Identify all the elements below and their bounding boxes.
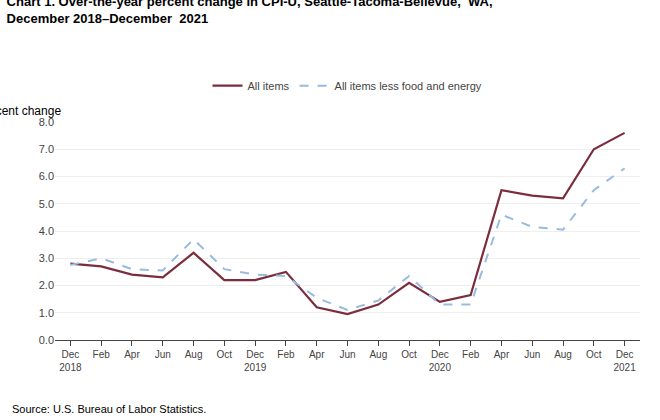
svg-text:6.0: 6.0 xyxy=(39,170,54,182)
svg-text:7.0: 7.0 xyxy=(39,143,54,155)
svg-text:Aug: Aug xyxy=(554,349,572,360)
svg-text:Chart 1. Over-the-year percent: Chart 1. Over-the-year percent change in… xyxy=(7,0,493,26)
svg-text:Percent change: Percent change xyxy=(0,104,61,118)
svg-text:Oct: Oct xyxy=(217,349,233,360)
svg-text:Feb: Feb xyxy=(462,349,480,360)
svg-text:Dec2018: Dec2018 xyxy=(59,349,82,373)
svg-text:8.0: 8.0 xyxy=(39,116,54,128)
svg-text:Jun: Jun xyxy=(155,349,171,360)
svg-text:Oct: Oct xyxy=(401,349,417,360)
svg-text:Jun: Jun xyxy=(524,349,540,360)
svg-text:Oct: Oct xyxy=(586,349,602,360)
svg-text:Dec2019: Dec2019 xyxy=(244,349,267,373)
svg-text:All items less food and energy: All items less food and energy xyxy=(335,80,482,92)
svg-text:Apr: Apr xyxy=(494,349,510,360)
svg-text:3.0: 3.0 xyxy=(39,252,54,264)
svg-text:0.0: 0.0 xyxy=(39,334,54,346)
svg-text:5.0: 5.0 xyxy=(39,198,54,210)
svg-text:Feb: Feb xyxy=(93,349,111,360)
svg-text:All items: All items xyxy=(248,80,290,92)
svg-text:2.0: 2.0 xyxy=(39,279,54,291)
svg-text:Aug: Aug xyxy=(369,349,387,360)
svg-text:Aug: Aug xyxy=(185,349,203,360)
svg-text:4.0: 4.0 xyxy=(39,225,54,237)
svg-text:Dec2021: Dec2021 xyxy=(613,349,636,373)
svg-text:Source: U.S. Bureau of Labor S: Source: U.S. Bureau of Labor Statistics. xyxy=(12,403,206,415)
svg-text:Apr: Apr xyxy=(309,349,325,360)
svg-text:1.0: 1.0 xyxy=(39,307,54,319)
svg-text:Feb: Feb xyxy=(277,349,295,360)
svg-text:Dec2020: Dec2020 xyxy=(429,349,452,373)
svg-text:Apr: Apr xyxy=(124,349,140,360)
svg-text:Jun: Jun xyxy=(339,349,355,360)
